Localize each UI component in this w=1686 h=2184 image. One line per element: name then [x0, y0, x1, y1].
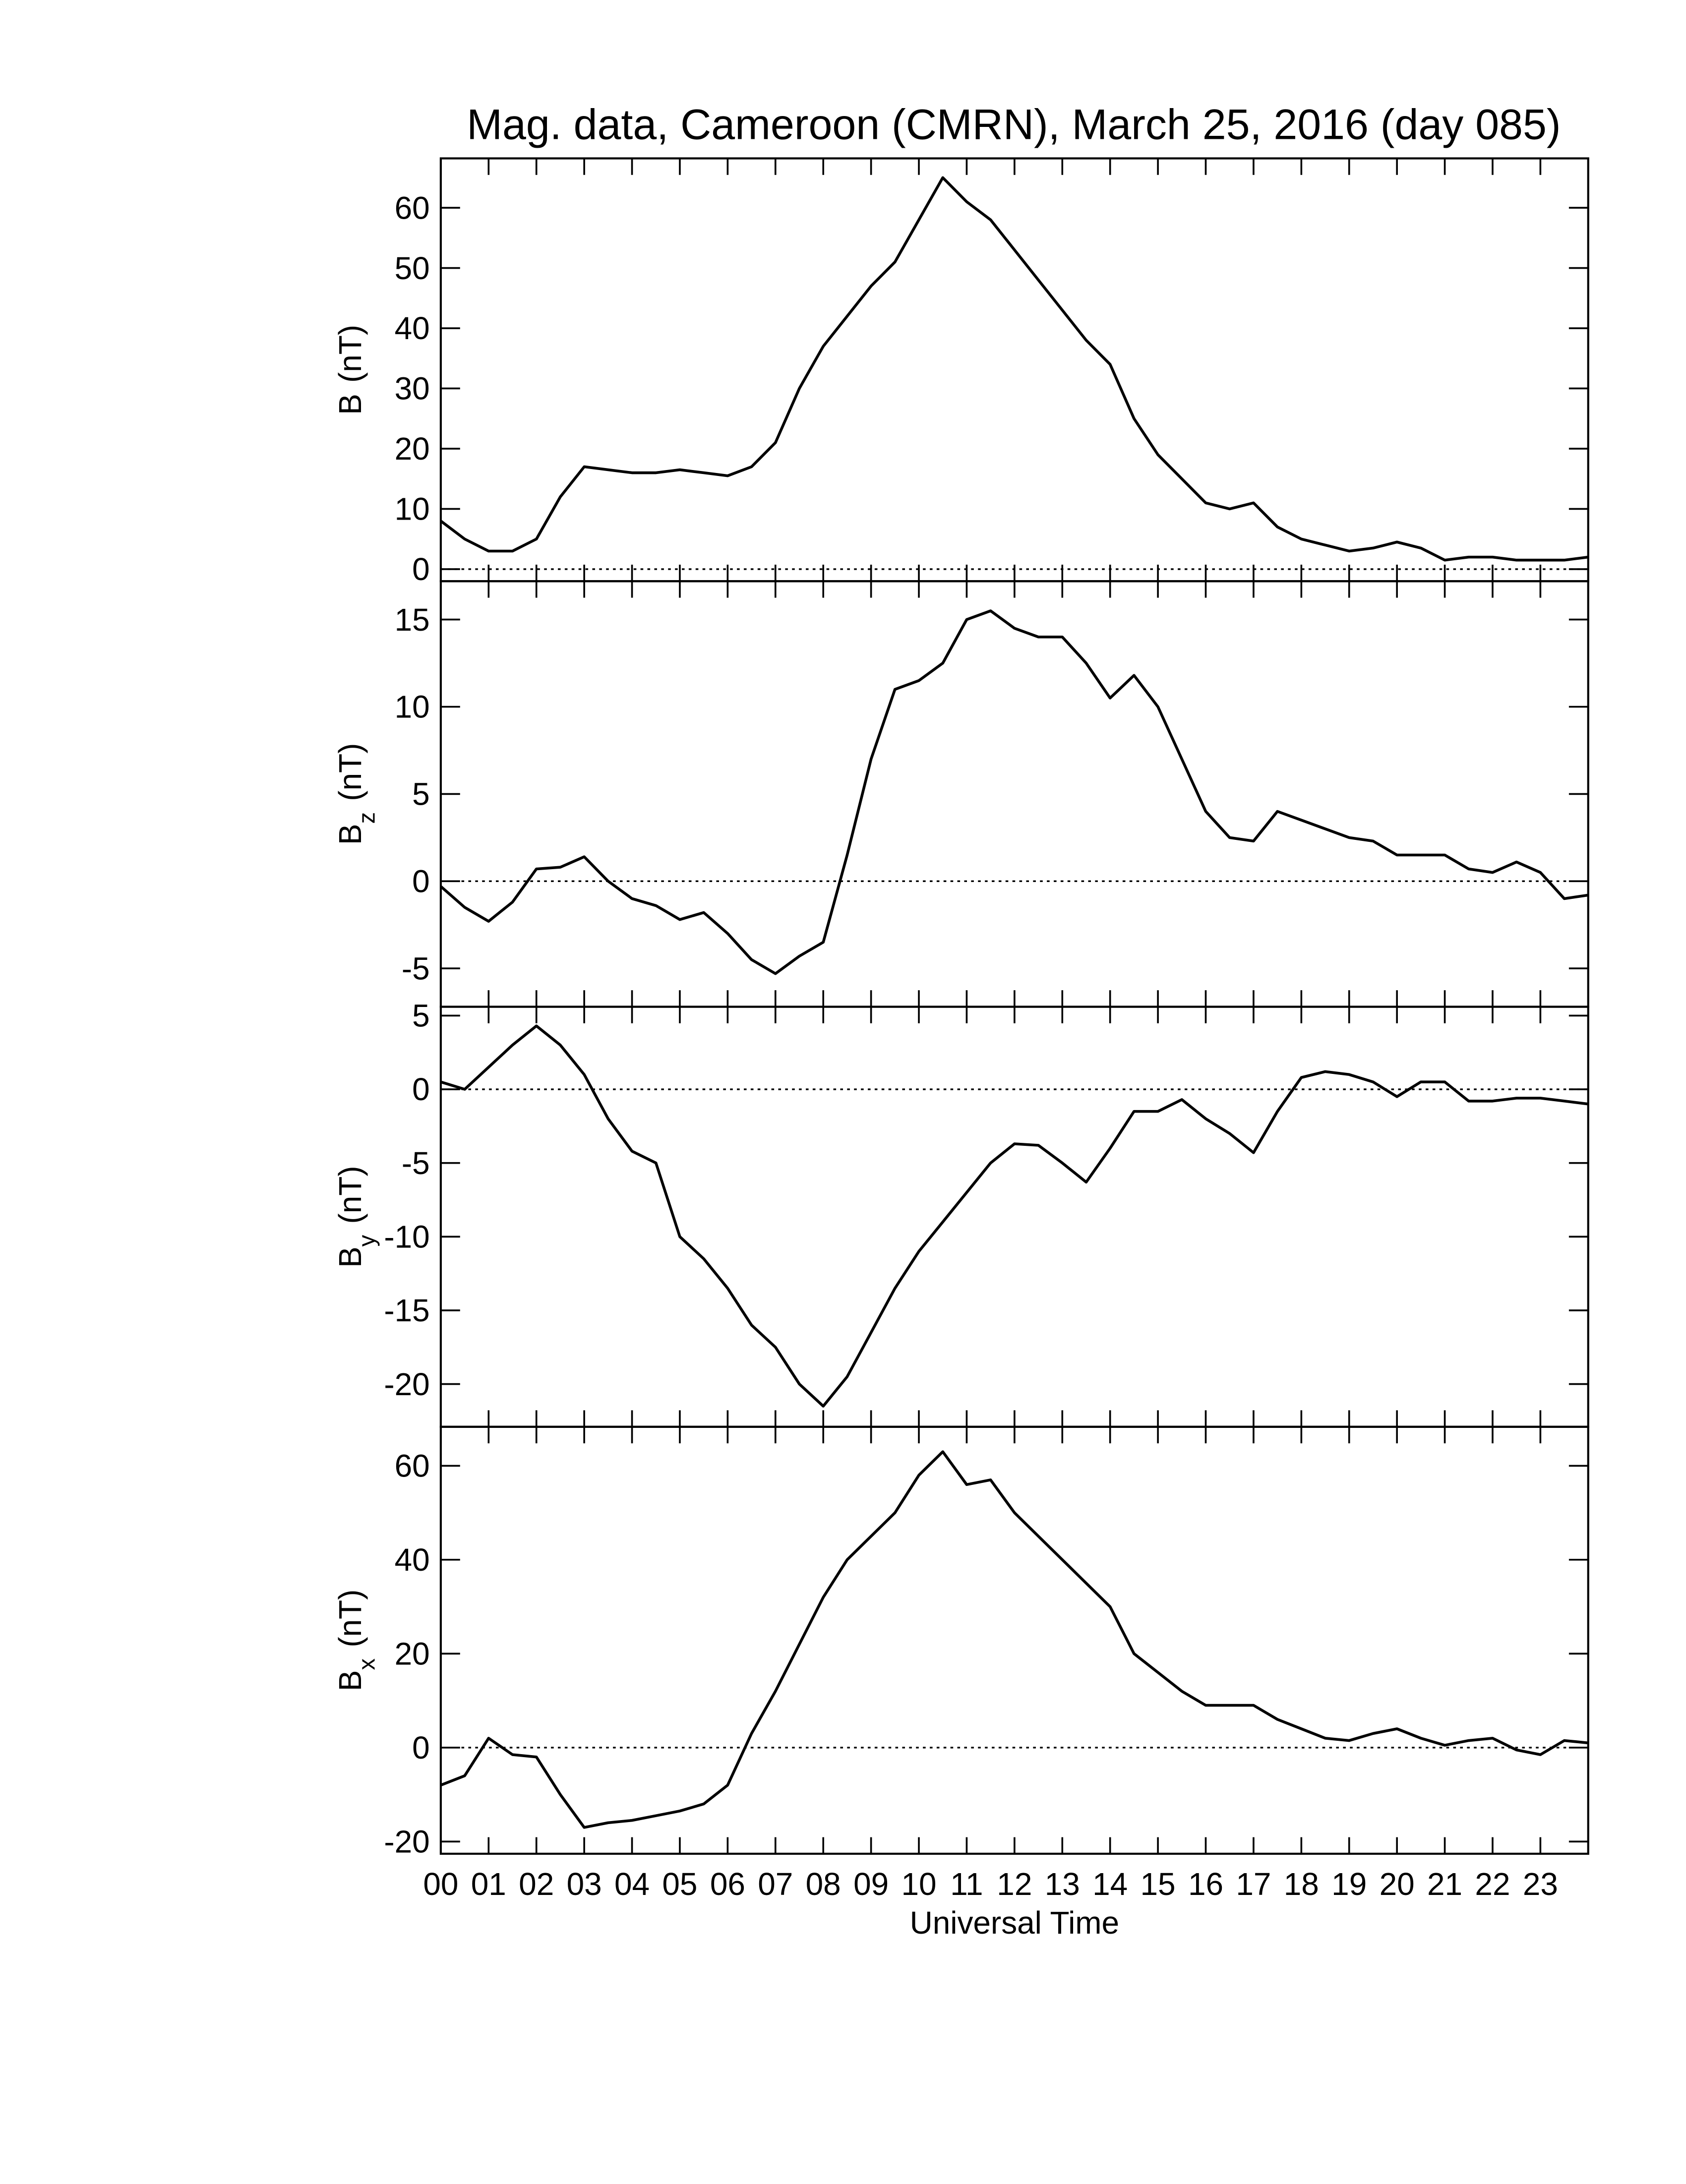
y-tick-label: 60 — [395, 1448, 430, 1484]
data-line — [440, 1450, 1589, 1829]
x-tick-label: 05 — [662, 1866, 697, 1902]
y-axis-label-part: B — [332, 394, 368, 415]
x-tick-label: 00 — [423, 1866, 458, 1902]
x-tick-label: 15 — [1141, 1866, 1176, 1902]
y-axis-label-part: x — [354, 1658, 380, 1670]
y-tick-label: -10 — [384, 1219, 429, 1255]
y-axis-label-part: B — [332, 1246, 368, 1268]
x-tick-label: 14 — [1092, 1866, 1128, 1902]
x-tick-label: 02 — [519, 1866, 554, 1902]
x-axis-label: Universal Time — [910, 1905, 1119, 1941]
y-axis-label: By (nT) — [332, 1166, 380, 1268]
y-tick-label: 10 — [395, 689, 430, 725]
y-axis-label-part: (nT) — [332, 1590, 368, 1648]
plot-frame — [439, 580, 1589, 1008]
y-axis-label-part: B — [332, 1670, 368, 1691]
x-tick-label: 18 — [1284, 1866, 1319, 1902]
data-line — [440, 1024, 1589, 1408]
x-tick-label: 12 — [997, 1866, 1032, 1902]
y-axis-label-part: (nT) — [332, 743, 368, 801]
plot-frame — [439, 1005, 1589, 1428]
y-tick-label: 0 — [412, 1730, 430, 1766]
y-tick-label: 50 — [395, 250, 430, 286]
x-tick-label: 04 — [614, 1866, 650, 1902]
x-tick-label: 01 — [471, 1866, 506, 1902]
y-tick-label: 15 — [395, 602, 430, 638]
y-tick-label: 30 — [395, 371, 430, 407]
y-tick-label: 40 — [395, 310, 430, 346]
y-tick-label: 20 — [395, 431, 430, 467]
y-tick-label: 40 — [395, 1542, 430, 1578]
chart-title: Mag. data, Cameroon (CMRN), March 25, 20… — [467, 101, 1561, 149]
y-tick-label: 10 — [395, 491, 430, 527]
x-tick-label: 11 — [950, 1866, 983, 1902]
y-axis-label-part: (nT) — [332, 1166, 368, 1224]
plot-frame — [439, 157, 1589, 583]
y-tick-label: 0 — [412, 551, 430, 587]
y-tick-label: -5 — [402, 1145, 430, 1181]
y-axis-label-part: (nT) — [332, 325, 368, 383]
x-tick-label: 17 — [1236, 1866, 1271, 1902]
x-tick-label: 09 — [853, 1866, 889, 1902]
y-axis-label: B (nT) — [332, 325, 368, 415]
y-tick-label: 0 — [412, 1071, 430, 1107]
data-line — [440, 609, 1589, 975]
y-tick-label: -20 — [384, 1366, 429, 1402]
y-tick-label: 5 — [412, 776, 430, 812]
x-tick-label: 19 — [1331, 1866, 1367, 1902]
y-axis-label-part: z — [354, 812, 380, 824]
y-axis-label-part: B — [332, 824, 368, 845]
x-tick-label: 13 — [1045, 1866, 1080, 1902]
y-axis-label: Bx (nT) — [332, 1590, 380, 1692]
x-tick-label: 16 — [1188, 1866, 1223, 1902]
y-tick-label: 5 — [412, 998, 430, 1034]
x-tick-label: 10 — [901, 1866, 936, 1902]
y-tick-label: -15 — [384, 1293, 429, 1328]
y-axis-label-part: y — [354, 1235, 380, 1246]
x-tick-label: 23 — [1523, 1866, 1558, 1902]
plot-frame — [439, 1425, 1589, 1855]
y-tick-label: 0 — [412, 863, 430, 899]
x-tick-label: 20 — [1380, 1866, 1415, 1902]
x-tick-label: 08 — [806, 1866, 841, 1902]
y-tick-label: 60 — [395, 190, 430, 226]
y-axis-label: Bz (nT) — [332, 743, 380, 845]
x-tick-label: 03 — [567, 1866, 602, 1902]
y-tick-label: -20 — [384, 1824, 429, 1859]
data-line — [440, 176, 1589, 562]
x-tick-label: 06 — [710, 1866, 745, 1902]
y-tick-label: 20 — [395, 1636, 430, 1672]
x-tick-label: 21 — [1427, 1866, 1462, 1902]
y-tick-label: -5 — [402, 950, 430, 986]
x-tick-label: 07 — [758, 1866, 793, 1902]
x-tick-label: 22 — [1475, 1866, 1510, 1902]
